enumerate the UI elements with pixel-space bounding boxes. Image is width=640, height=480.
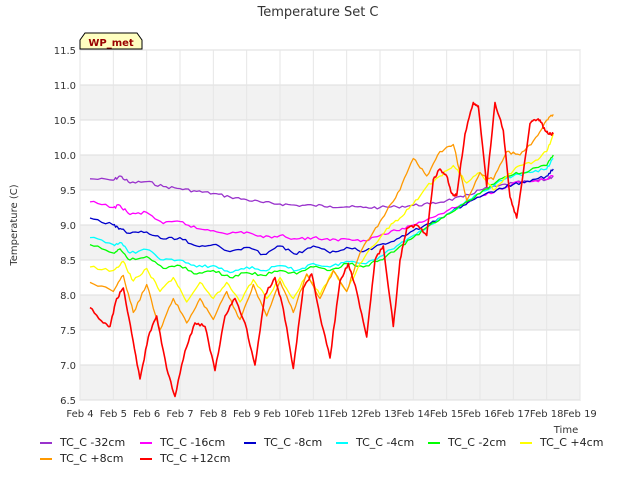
legend-label: TC_C +4cm (540, 436, 604, 449)
y-axis-label: Temperature (C) (9, 184, 20, 266)
legend-item: TC_C +8cm (40, 452, 123, 465)
y-tick-label: 10.5 (54, 116, 76, 127)
y-tick-label: 11.0 (54, 81, 76, 92)
legend-item: TC_C -4cm (336, 436, 414, 449)
legend-label: TC_C -2cm (448, 436, 507, 449)
x-tick-label: Feb 17 (497, 409, 531, 420)
chart-title: Temperature Set C (256, 5, 378, 20)
y-tick-label: 8.0 (60, 291, 76, 302)
legend-row-2: TC_C +8cm TC_C +12cm (40, 452, 640, 468)
legend-label: TC_C -32cm (60, 436, 126, 449)
annotation-text: WP_met (88, 38, 134, 49)
legend-item: TC_C +12cm (140, 452, 230, 465)
x-tick-label: Feb 9 (233, 409, 260, 420)
x-tick-label: Feb 19 (563, 409, 597, 420)
y-tick-label: 11.5 (54, 46, 76, 57)
series-line (89, 168, 554, 256)
legend-label: TC_C +12cm (160, 452, 231, 465)
x-tick-label: Feb 16 (463, 409, 497, 420)
x-tick-label: Feb 14 (397, 409, 431, 420)
legend-item: TC_C -32cm (40, 436, 125, 449)
x-axis-ticks: Feb 4 Feb 5 Feb 6 Feb 7 Feb 8 Feb 9 Feb 10 Feb … (66, 409, 596, 420)
legend-label: TC_C -16cm (160, 436, 226, 449)
y-axis-ticks: 6.5 7.0 7.5 8.0 8.5 9.0 9.5 10.0 10.5 11.0 11.5 (54, 46, 76, 407)
legend-swatch (244, 441, 256, 444)
legend-swatch (40, 457, 52, 460)
legend-label: TC_C +8cm (60, 452, 124, 465)
series-line (89, 114, 554, 331)
x-tick-label: Feb 4 (66, 409, 93, 420)
legend-swatch (140, 457, 152, 460)
x-tick-label: Feb 15 (430, 409, 464, 420)
series-lines (89, 101, 554, 398)
y-tick-label: 7.0 (60, 361, 76, 372)
x-tick-label: Feb 11 (297, 409, 331, 420)
x-tick-label: Feb 12 (330, 409, 364, 420)
series-line (89, 154, 554, 279)
x-tick-label: Feb 13 (363, 409, 397, 420)
x-tick-label: Feb 7 (166, 409, 193, 420)
y-tick-label: 10.0 (54, 151, 76, 162)
legend-item: TC_C +4cm (520, 436, 603, 449)
wp-met-annotation: WP_met (79, 32, 143, 50)
grid-bands (80, 85, 580, 400)
grid-band (80, 365, 580, 400)
legend: TC_C -32cm TC_C -16cm TC_C -8cm TC_C -4c… (40, 436, 640, 468)
legend-item: TC_C -16cm (140, 436, 225, 449)
legend-swatch (40, 441, 52, 444)
legend-item: TC_C -2cm (428, 436, 506, 449)
legend-row-1: TC_C -32cm TC_C -16cm TC_C -8cm TC_C -4c… (40, 436, 640, 452)
annotation-box (79, 32, 143, 50)
x-axis-label: Time (553, 425, 578, 436)
series-line (89, 101, 554, 398)
y-tick-label: 9.5 (60, 186, 76, 197)
x-tick-label: Feb 5 (100, 409, 127, 420)
series-line (89, 175, 554, 210)
y-tick-label: 7.5 (60, 326, 76, 337)
legend-label: TC_C -4cm (356, 436, 415, 449)
y-tick-label: 6.5 (60, 396, 76, 407)
legend-label: TC_C -8cm (264, 436, 323, 449)
legend-swatch (520, 441, 532, 444)
x-tick-label: Feb 10 (263, 409, 297, 420)
legend-swatch (336, 441, 348, 444)
y-tick-label: 8.5 (60, 256, 76, 267)
legend-swatch (428, 441, 440, 444)
legend-item: TC_C -8cm (244, 436, 322, 449)
legend-swatch (140, 441, 152, 444)
x-tick-label: Feb 18 (530, 409, 564, 420)
x-tick-label: Feb 8 (200, 409, 227, 420)
y-tick-label: 9.0 (60, 221, 76, 232)
grid-band (80, 85, 580, 120)
grid-band (80, 225, 580, 260)
x-tick-label: Feb 6 (133, 409, 160, 420)
